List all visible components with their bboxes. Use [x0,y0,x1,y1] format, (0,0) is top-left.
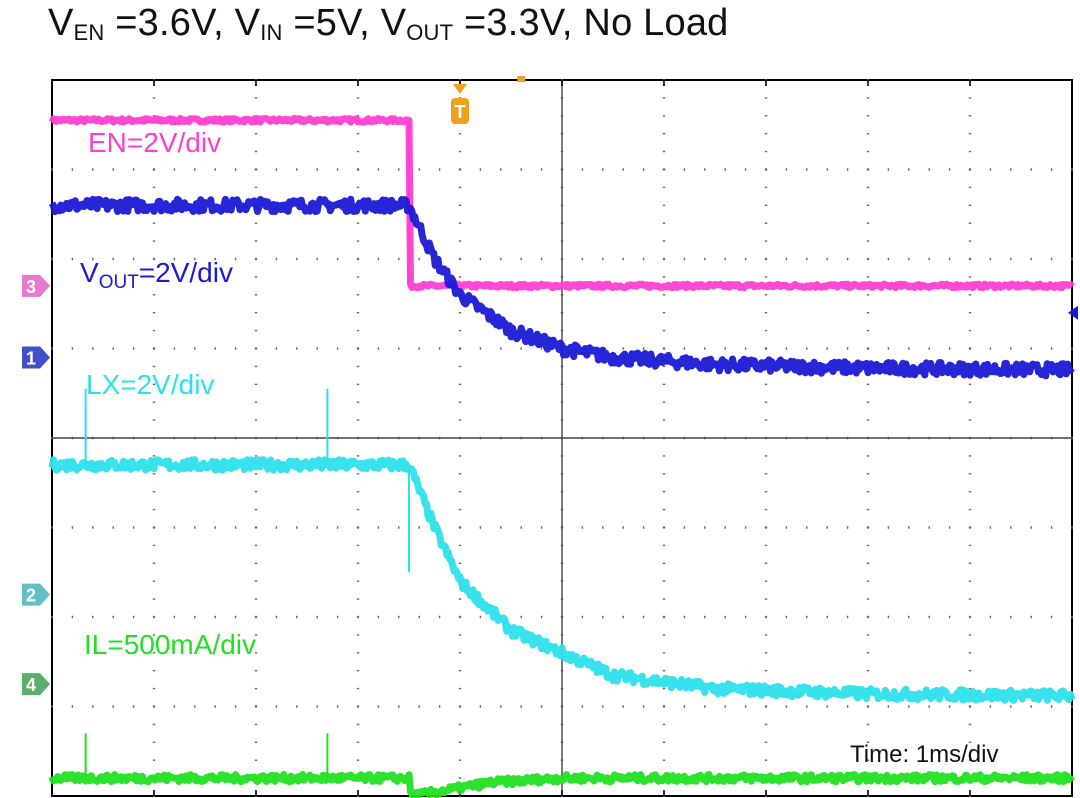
channel-marker-number: 1 [26,348,36,368]
channel-marker-number: 2 [26,586,36,606]
channel-marker-number: 3 [26,277,36,297]
channel-marker-shape [22,673,50,696]
trace-il [48,771,1075,798]
label-en: EN=2V/div [88,127,221,158]
trace-labels: EN=2V/div VOUT=2V/div LX=2V/div IL=500mA… [80,127,998,768]
channel-marker-shape [22,583,50,606]
label-lx: LX=2V/div [86,369,214,400]
trigger-marker: T [451,76,526,124]
time-scale-label: Time: 1ms/div [850,741,998,768]
trigger-label: T [455,102,466,122]
trace-vout [48,195,1075,380]
channel-marker-number: 4 [26,675,36,695]
channel-marker-shape [22,346,50,369]
channel-markers: 3 1 2 4 T [22,76,1078,696]
frame-ticks [153,80,971,796]
trigger-badge [451,98,469,124]
trigger-level-arrow-icon [1068,305,1078,320]
label-vout: VOUT=2V/div [80,257,233,293]
scope-traces [48,115,1076,798]
trace-lx [48,456,1076,704]
chart-title: VEN =3.6V, VIN =5V, VOUT =3.3V, No Load [48,2,729,46]
title-part-vout: VOUT =3.3V, No Load [380,2,729,45]
title-part-vin: VIN =5V, [234,2,381,45]
trigger-position-mark [517,76,526,82]
channel-4-marker: 4 [22,673,50,696]
channel-1-marker: 1 [22,346,50,369]
scope-grid [51,79,1073,797]
channel-2-marker: 2 [22,583,50,606]
channel-3-marker: 3 [22,274,50,297]
trace-en [48,115,1075,292]
trigger-arrow-icon [453,84,467,94]
channel-marker-shape [22,274,50,297]
title-part-ven: VEN =3.6V, [48,2,235,45]
label-il: IL=500mA/div [84,629,256,660]
